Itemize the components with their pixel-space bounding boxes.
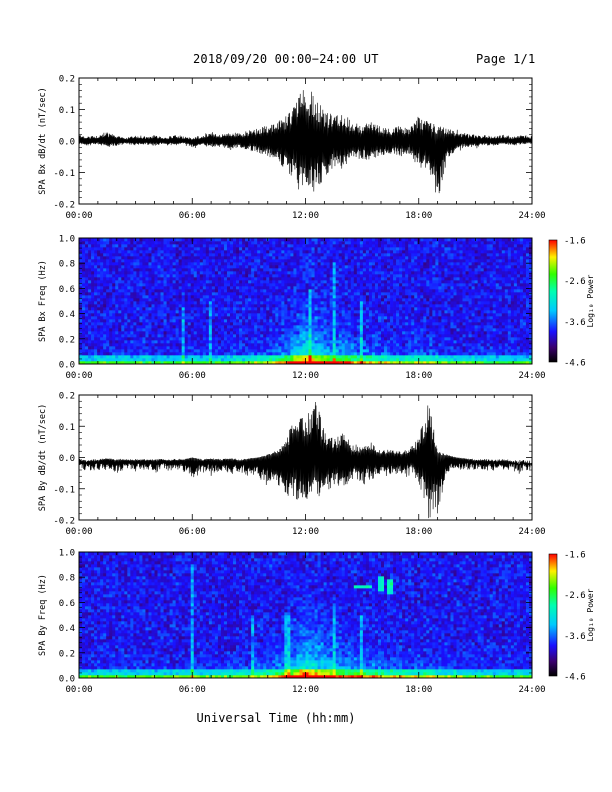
y-tick-label: 0.1 [59,106,75,116]
page-number: Page 1/1 [476,52,536,66]
y-axis-label: SPA Bx Freq (Hz) [38,260,48,342]
panel-4: -1.6 -2.6 -3.6 -4.6 Log₁₀ Power 00:00 06:00 12:… [38,549,595,696]
panel-3: 00:00 06:00 12:00 18:00 24:00 -0.2 -0.1 0.0 0.1 0… [38,392,546,538]
x-tick-label: 18:00 [405,211,432,221]
colorbar-label: Log₁₀ Power [586,588,595,641]
y-tick-label: 0.2 [59,649,75,659]
colorbar: -1.6 -2.6 -3.6 -4.6 Log₁₀ Power [548,237,595,369]
y-axis-label: SPA Bx dB/dt (nT/sec) [38,87,48,194]
x-tick-label: 18:00 [405,685,432,695]
y-tick-label: 0.6 [59,599,75,609]
x-tick-label: 24:00 [518,371,545,381]
colorbar-tick-label: -4.6 [564,359,586,369]
spectrogram-cells [79,552,533,679]
y-tick-label: 0.6 [59,285,75,295]
x-tick-label: 06:00 [179,685,206,695]
y-tick-label: -0.1 [53,169,75,179]
x-tick-label: 06:00 [179,527,206,537]
y-tick-label: 0.4 [59,310,75,320]
colorbar-tick-label: -3.6 [564,318,586,328]
y-axis-label: SPA By Freq (Hz) [38,574,48,656]
dbdt-trace [78,90,533,194]
y-tick-label: 1.0 [59,235,75,245]
dbdt-trace [78,401,533,519]
colorbar-tick-label: -1.6 [564,237,586,247]
y-tick-label: 0.0 [59,675,75,685]
y-tick-label: -0.1 [53,485,75,495]
colorbar-tick-label: -2.6 [564,591,586,601]
x-tick-label: 24:00 [518,211,545,221]
panel-2: -1.6 -2.6 -3.6 -4.6 Log₁₀ Power 00:00 06:00 12:… [38,235,595,382]
x-tick-label: 12:00 [292,371,319,381]
y-axis-label: SPA By dB/dt (nT/sec) [38,404,48,511]
x-tick-label: 00:00 [65,527,92,537]
x-tick-label: 24:00 [518,685,545,695]
colorbar-scale [548,239,558,363]
y-tick-label: 0.0 [59,361,75,371]
y-tick-label: 0.0 [59,138,75,148]
x-tick-label: 12:00 [292,527,319,537]
colorbar-tick-label: -1.6 [564,551,586,561]
y-tick-label: 0.2 [59,75,75,85]
y-tick-label: 0.1 [59,423,75,433]
colorbar: -1.6 -2.6 -3.6 -4.6 Log₁₀ Power [548,551,595,683]
x-tick-label: 06:00 [179,211,206,221]
trace [78,90,533,194]
y-tick-label: 0.4 [59,624,75,634]
page-title: 2018/09/20 00:00−24:00 UT [193,52,379,66]
y-tick-label: -0.2 [53,201,75,211]
x-tick-label: 18:00 [405,371,432,381]
y-tick-label: 0.2 [59,335,75,345]
x-tick-label: 00:00 [65,211,92,221]
panel-1: 00:00 06:00 12:00 18:00 24:00 -0.2 -0.1 0.0 0.1 0… [38,75,546,222]
y-tick-label: 1.0 [59,549,75,559]
x-tick-label: 00:00 [65,371,92,381]
x-tick-label: 24:00 [518,527,545,537]
x-tick-label: 00:00 [65,685,92,695]
trace [78,401,533,519]
colorbar-scale [548,553,558,677]
x-tick-label: 12:00 [292,685,319,695]
x-tick-label: 06:00 [179,371,206,381]
y-tick-label: 0.2 [59,392,75,402]
y-tick-label: -0.2 [53,517,75,527]
x-axis-label: Universal Time (hh:mm) [197,711,356,725]
spectrogram-cells [79,238,533,365]
colorbar-tick-label: -2.6 [564,277,586,287]
y-tick-label: 0.8 [59,574,75,584]
x-tick-label: 12:00 [292,211,319,221]
x-tick-label: 18:00 [405,527,432,537]
colorbar-tick-label: -3.6 [564,632,586,642]
y-tick-label: 0.0 [59,454,75,464]
colorbar-tick-label: -4.6 [564,673,586,683]
y-tick-label: 0.8 [59,260,75,270]
colorbar-label: Log₁₀ Power [586,274,595,327]
